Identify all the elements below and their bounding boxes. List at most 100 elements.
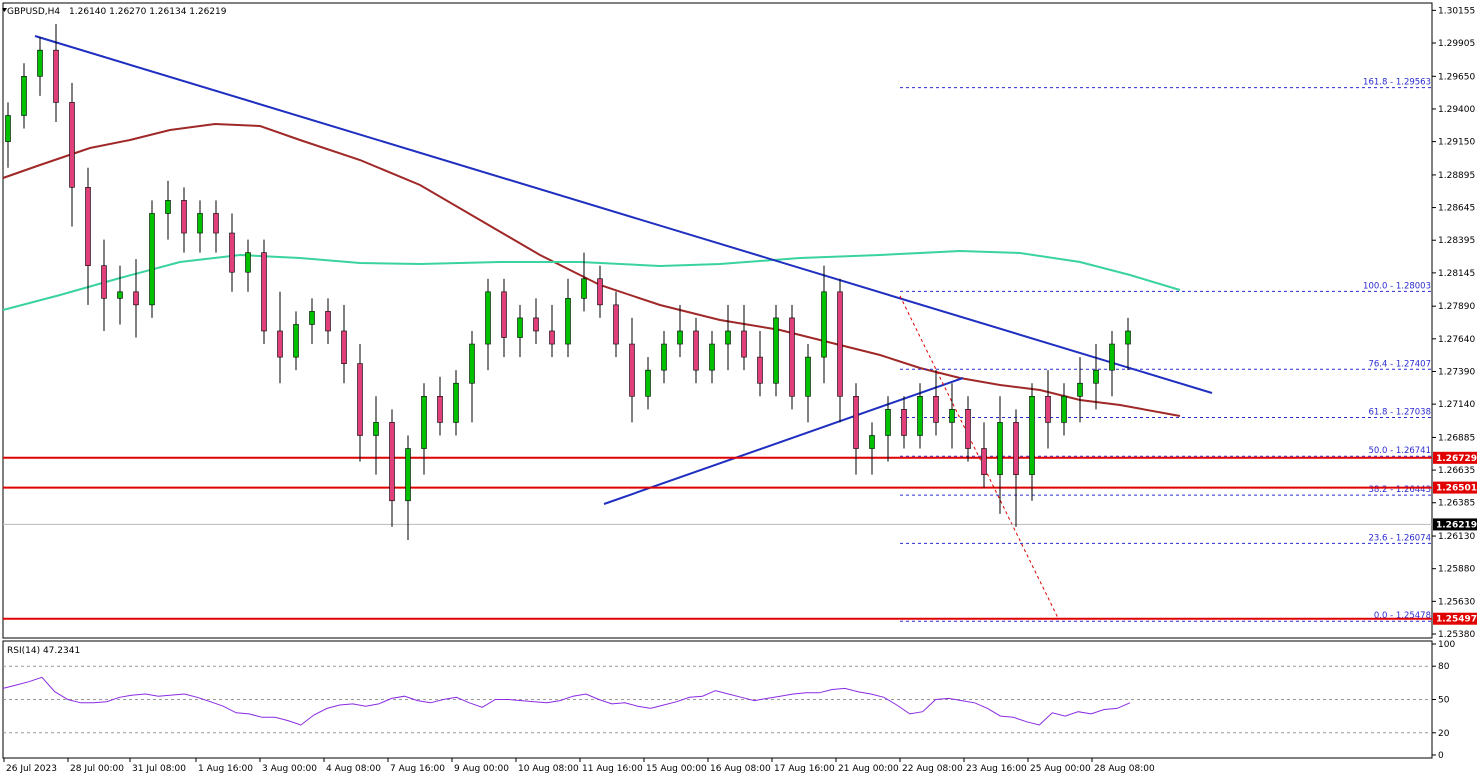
candle-body[interactable] (501, 291, 507, 338)
candle-body[interactable] (1077, 382, 1083, 397)
candle-body[interactable] (645, 369, 651, 397)
candle-body[interactable] (1125, 330, 1131, 345)
candle-body[interactable] (1093, 369, 1099, 384)
candle-body[interactable] (821, 291, 827, 358)
time-tick-label: 7 Aug 16:00 (390, 764, 445, 774)
price-tick-label: 1.25380 (1438, 630, 1475, 640)
time-tick-label: 22 Aug 08:00 (902, 764, 963, 774)
candle-body[interactable] (293, 324, 299, 358)
candle-body[interactable] (773, 317, 779, 384)
candle-body[interactable] (149, 213, 155, 306)
price-tag-box (1433, 612, 1477, 625)
candle-body[interactable] (373, 422, 379, 436)
candle-body[interactable] (245, 252, 251, 273)
candle-body[interactable] (661, 343, 667, 371)
candle-body[interactable] (597, 278, 603, 306)
candle-body[interactable] (789, 317, 795, 397)
candle-body[interactable] (21, 76, 27, 116)
candle-body[interactable] (1029, 395, 1035, 475)
time-tick-label: 21 Aug 00:00 (838, 764, 899, 774)
candle-body[interactable] (741, 330, 747, 358)
candle-body[interactable] (437, 395, 443, 423)
candle-body[interactable] (837, 291, 843, 397)
fibonacci-level-label: 61.8 - 1.27038 (1368, 407, 1431, 417)
candle-body[interactable] (997, 422, 1003, 475)
candle-body[interactable] (101, 265, 107, 299)
candle-body[interactable] (453, 382, 459, 423)
candle-body[interactable] (325, 311, 331, 332)
ascending-trend-line[interactable] (603, 377, 964, 505)
price-tag-label: 1.26729 (1436, 454, 1477, 464)
candle-body[interactable] (485, 291, 491, 345)
candle-body[interactable] (677, 330, 683, 345)
candle-body[interactable] (165, 200, 171, 214)
candle-body[interactable] (517, 317, 523, 338)
candle-body[interactable] (533, 317, 539, 332)
candle-body[interactable] (197, 213, 203, 234)
candle-body[interactable] (117, 291, 123, 299)
candle-body[interactable] (69, 102, 75, 188)
candle-body[interactable] (693, 330, 699, 371)
candle-body[interactable] (213, 213, 219, 234)
time-tick-label: 16 Aug 08:00 (710, 764, 771, 774)
candle-body[interactable] (277, 330, 283, 358)
candle-body[interactable] (757, 356, 763, 384)
price-tick-label: 1.28145 (1438, 269, 1475, 279)
fibonacci-level-label: 23.6 - 1.26074 (1368, 533, 1431, 543)
candle-body[interactable] (229, 232, 235, 273)
candle-body[interactable] (405, 448, 411, 502)
candle-body[interactable] (885, 409, 891, 436)
price-tick-label: 1.27390 (1438, 367, 1475, 377)
candle-body[interactable] (1061, 395, 1067, 423)
candle-body[interactable] (725, 330, 731, 345)
price-tick-label: 1.27140 (1438, 400, 1475, 410)
price-tag-label: 1.25497 (1436, 615, 1477, 625)
candle-body[interactable] (309, 311, 315, 325)
time-tick-label: 1 Aug 16:00 (198, 764, 253, 774)
candle-body[interactable] (949, 409, 955, 423)
candle-body[interactable] (869, 435, 875, 449)
candle-body[interactable] (1045, 395, 1051, 423)
candle-body[interactable] (917, 395, 923, 436)
candle-body[interactable] (965, 409, 971, 449)
candle-body[interactable] (629, 343, 635, 397)
candle-body[interactable] (357, 363, 363, 436)
candle-body[interactable] (565, 298, 571, 345)
candle-body[interactable] (1013, 422, 1019, 475)
candle-body[interactable] (469, 343, 475, 384)
time-tick-label: 9 Aug 00:00 (454, 764, 509, 774)
rsi-label: RSI(14) 47.2341 (7, 646, 80, 656)
candle-body[interactable] (709, 343, 715, 371)
candle-body[interactable] (5, 115, 11, 142)
rsi-tick-label: 100 (1438, 640, 1455, 650)
candle-body[interactable] (85, 187, 91, 266)
candle-body[interactable] (53, 49, 59, 103)
candle-body[interactable] (901, 409, 907, 436)
price-tick-label: 1.26385 (1438, 499, 1475, 509)
candle-body[interactable] (853, 395, 859, 449)
price-tick-label: 1.29400 (1438, 105, 1475, 115)
collapse-icon[interactable] (2, 8, 7, 12)
descending-trend-line[interactable] (34, 35, 1213, 394)
candle-body[interactable] (933, 395, 939, 423)
candle-body[interactable] (37, 49, 43, 77)
candle-body[interactable] (341, 330, 347, 364)
time-tick-label: 28 Aug 08:00 (1094, 764, 1155, 774)
candle-body[interactable] (613, 304, 619, 345)
candle-body[interactable] (981, 448, 987, 475)
candle-body[interactable] (549, 330, 555, 345)
fibonacci-level-label: 161.8 - 1.29563 (1363, 78, 1431, 88)
candle-body[interactable] (581, 278, 587, 299)
candle-body[interactable] (133, 291, 139, 306)
candle-body[interactable] (421, 395, 427, 449)
rsi-tick-label: 80 (1438, 662, 1450, 672)
price-pane[interactable] (2, 2, 1433, 639)
candle-body[interactable] (1109, 343, 1115, 371)
candle-body[interactable] (261, 252, 267, 332)
price-tag-label: 1.26501 (1436, 484, 1477, 494)
candle-body[interactable] (181, 200, 187, 234)
candle-body[interactable] (805, 356, 811, 397)
moving-average-green (2, 249, 1181, 311)
candle-body[interactable] (389, 422, 395, 502)
